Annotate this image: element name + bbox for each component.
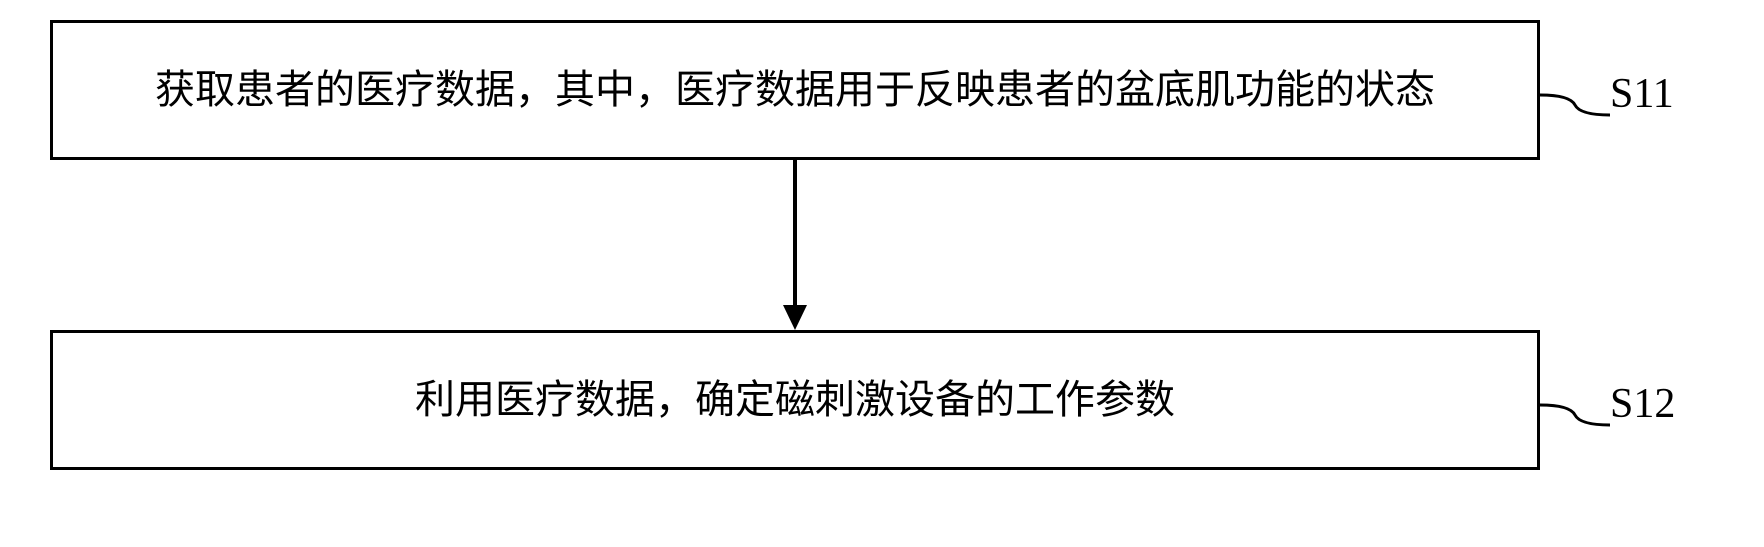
step-2-text: 利用医疗数据，确定磁刺激设备的工作参数: [415, 372, 1175, 428]
arrow-line: [793, 160, 797, 310]
flowchart-container: 获取患者的医疗数据，其中，医疗数据用于反映患者的盆底肌功能的状态 S11 利用医…: [50, 20, 1710, 530]
step-1-text: 获取患者的医疗数据，其中，医疗数据用于反映患者的盆底肌功能的状态: [155, 62, 1435, 118]
arrow-head-icon: [783, 305, 807, 330]
connector-curve-2: [1540, 390, 1610, 440]
step-1-label: S11: [1610, 70, 1674, 118]
step-2-label: S12: [1610, 380, 1675, 428]
flowchart-step-2: 利用医疗数据，确定磁刺激设备的工作参数: [50, 330, 1540, 470]
flowchart-step-1: 获取患者的医疗数据，其中，医疗数据用于反映患者的盆底肌功能的状态: [50, 20, 1540, 160]
connector-curve-1: [1540, 80, 1610, 130]
